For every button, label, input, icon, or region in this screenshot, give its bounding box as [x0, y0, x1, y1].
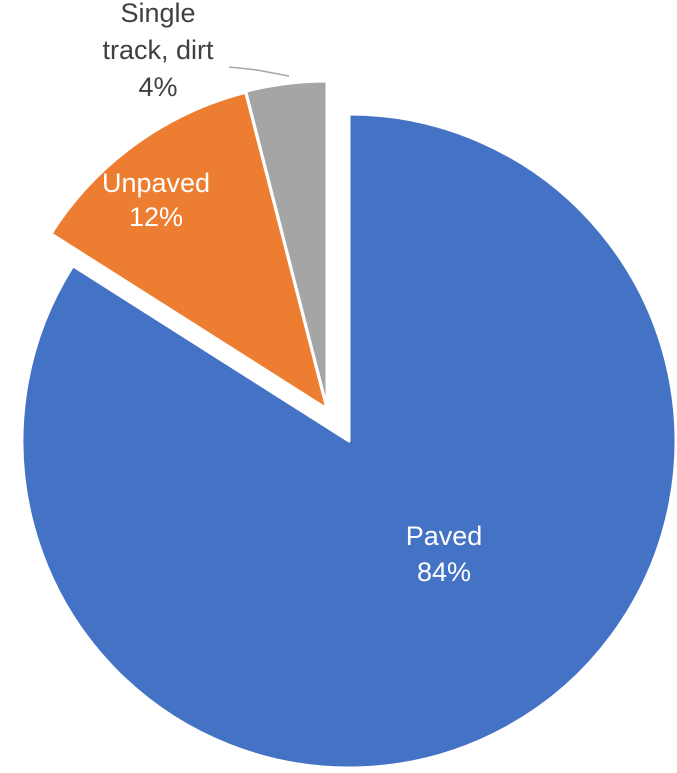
data-label-unpaved: Unpaved 12% [102, 168, 210, 232]
leader-lines-layer [228, 66, 290, 77]
pie-slice-single-track-dirt [244, 79, 329, 410]
data-label-single-track-dirt: Single track, dirt 4% [102, 0, 214, 102]
leader-line-single-track-dirt [228, 66, 290, 77]
pie-slice-unpaved [49, 90, 329, 411]
pie-slice-paved [20, 112, 677, 770]
data-label-paved: Paved 84% [406, 521, 483, 587]
data-labels-layer: Paved 84% Unpaved 12% Single track, dirt 4% [102, 0, 482, 587]
slices-layer [20, 79, 677, 770]
